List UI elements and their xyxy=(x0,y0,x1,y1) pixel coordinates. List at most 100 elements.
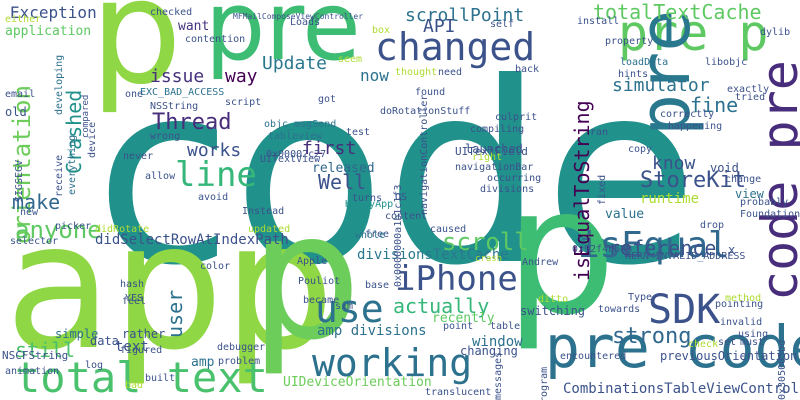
cloud-word: contention xyxy=(185,34,246,45)
cloud-word: pre code xyxy=(545,313,800,381)
cloud-word: turns xyxy=(352,193,383,204)
cloud-word: pointing xyxy=(715,299,764,310)
cloud-word: point xyxy=(443,321,474,332)
cloud-word: make xyxy=(12,190,61,214)
cloud-word: everything xyxy=(67,134,78,195)
cloud-word: released xyxy=(312,161,375,176)
cloud-word: doRotationStuff xyxy=(380,106,471,117)
cloud-word: crash xyxy=(475,254,503,264)
cloud-word: working xyxy=(312,341,473,385)
cloud-word: set xyxy=(718,337,737,348)
cloud-word: know xyxy=(652,153,696,174)
cloud-word: window xyxy=(472,334,523,350)
cloud-word: didRotate xyxy=(95,224,150,235)
cloud-word: method xyxy=(725,293,762,304)
cloud-word: actually xyxy=(393,294,490,318)
cloud-word: navigationBar xyxy=(455,162,534,173)
cloud-word: NSString xyxy=(150,101,199,112)
cloud-word: Exception xyxy=(10,3,97,22)
cloud-word: install xyxy=(577,16,620,27)
cloud-word: base xyxy=(365,280,390,291)
cloud-word: thought xyxy=(395,67,438,78)
cloud-word: checked xyxy=(150,7,193,18)
cloud-word: UITextField xyxy=(455,145,528,158)
cloud-word: sim xyxy=(335,301,354,312)
cloud-word: EXC_BAD_ACCESS xyxy=(140,87,225,98)
cloud-word: recently xyxy=(432,311,495,326)
cloud-word: now xyxy=(360,66,389,85)
cloud-word: void xyxy=(710,161,739,175)
cloud-word: 0x305005bd xyxy=(777,339,788,400)
cloud-word: changed xyxy=(375,25,536,69)
cloud-word: SDK xyxy=(648,287,721,333)
cloud-word: debugger xyxy=(217,342,266,353)
cloud-word: tableview xyxy=(268,131,323,142)
cloud-word: Apple xyxy=(297,256,328,267)
cloud-word: probably xyxy=(740,197,789,208)
cloud-word: back xyxy=(515,64,540,75)
cloud-word: feel xyxy=(122,296,147,307)
cloud-word: happening xyxy=(668,121,723,132)
cloud-word: box xyxy=(372,25,391,36)
cloud-word: seem xyxy=(338,54,363,65)
cloud-word: use xyxy=(315,287,384,331)
cloud-word: ditto xyxy=(538,294,569,305)
cloud-word: works xyxy=(187,140,242,161)
cloud-word: fixed xyxy=(597,174,608,205)
cloud-word: previousOrientation xyxy=(660,349,798,363)
cloud-word: want xyxy=(178,19,210,34)
cloud-word: property xyxy=(605,36,654,47)
cloud-word: color xyxy=(200,261,231,272)
cloud-word: p xyxy=(505,151,617,354)
cloud-word: isEqual xyxy=(578,225,730,266)
cloud-word: changing xyxy=(460,344,518,358)
cloud-word: invalid xyxy=(720,317,763,328)
cloud-word: Thread xyxy=(152,110,232,135)
cloud-word: hints xyxy=(618,69,649,80)
cloud-word: CombinationsTableViewController xyxy=(563,381,800,397)
cloud-word: app xyxy=(5,186,335,389)
cloud-word: table xyxy=(490,321,521,332)
cloud-word: text xyxy=(115,339,149,355)
cloud-word: translucent xyxy=(425,387,492,398)
cloud-word: messages xyxy=(493,351,504,400)
cloud-word: totalTextCache xyxy=(593,0,762,24)
cloud-word: Well xyxy=(318,170,367,194)
cloud-word: program xyxy=(539,366,550,400)
cloud-word: allow xyxy=(145,171,176,182)
cloud-word: iPhone xyxy=(395,259,518,299)
cloud-word: animation xyxy=(5,366,60,377)
cloud-word: OS xyxy=(395,192,408,203)
cloud-word: self xyxy=(490,19,515,30)
cloud-word: encountered xyxy=(560,351,627,362)
cloud-word: old xyxy=(5,105,27,119)
cloud-word: problem xyxy=(218,356,261,367)
cloud-word: found xyxy=(415,87,446,98)
cloud-word: pre p xyxy=(618,4,769,62)
cloud-word: code xyxy=(95,29,698,320)
cloud-word: reference xyxy=(608,236,717,260)
cloud-word: NSCFString xyxy=(2,349,69,362)
cloud-word: receive xyxy=(54,154,65,197)
cloud-word: user xyxy=(163,289,187,338)
cloud-word: view xyxy=(735,187,764,201)
cloud-word: towards xyxy=(598,304,641,315)
cloud-word: still xyxy=(15,338,76,362)
cloud-word: test xyxy=(346,127,371,138)
cloud-word: YES xyxy=(125,293,144,304)
cloud-word: StoreKit xyxy=(640,168,746,193)
cloud-word: picker xyxy=(55,221,92,232)
cloud-word: content xyxy=(385,211,428,222)
cloud-word: script xyxy=(225,97,262,108)
cloud-word: anyone xyxy=(15,216,102,244)
cloud-word: 0x00002c27 xyxy=(266,149,327,160)
cloud-word: issue xyxy=(150,66,205,87)
cloud-word: email xyxy=(5,89,36,100)
cloud-word: simulator xyxy=(612,75,710,96)
cloud-word: strong xyxy=(612,324,692,349)
cloud-word: compared xyxy=(81,94,91,138)
cloud-word: scroll xyxy=(442,228,529,256)
cloud-word: divisionsTextCache xyxy=(357,247,509,263)
cloud-word: built xyxy=(145,373,176,384)
